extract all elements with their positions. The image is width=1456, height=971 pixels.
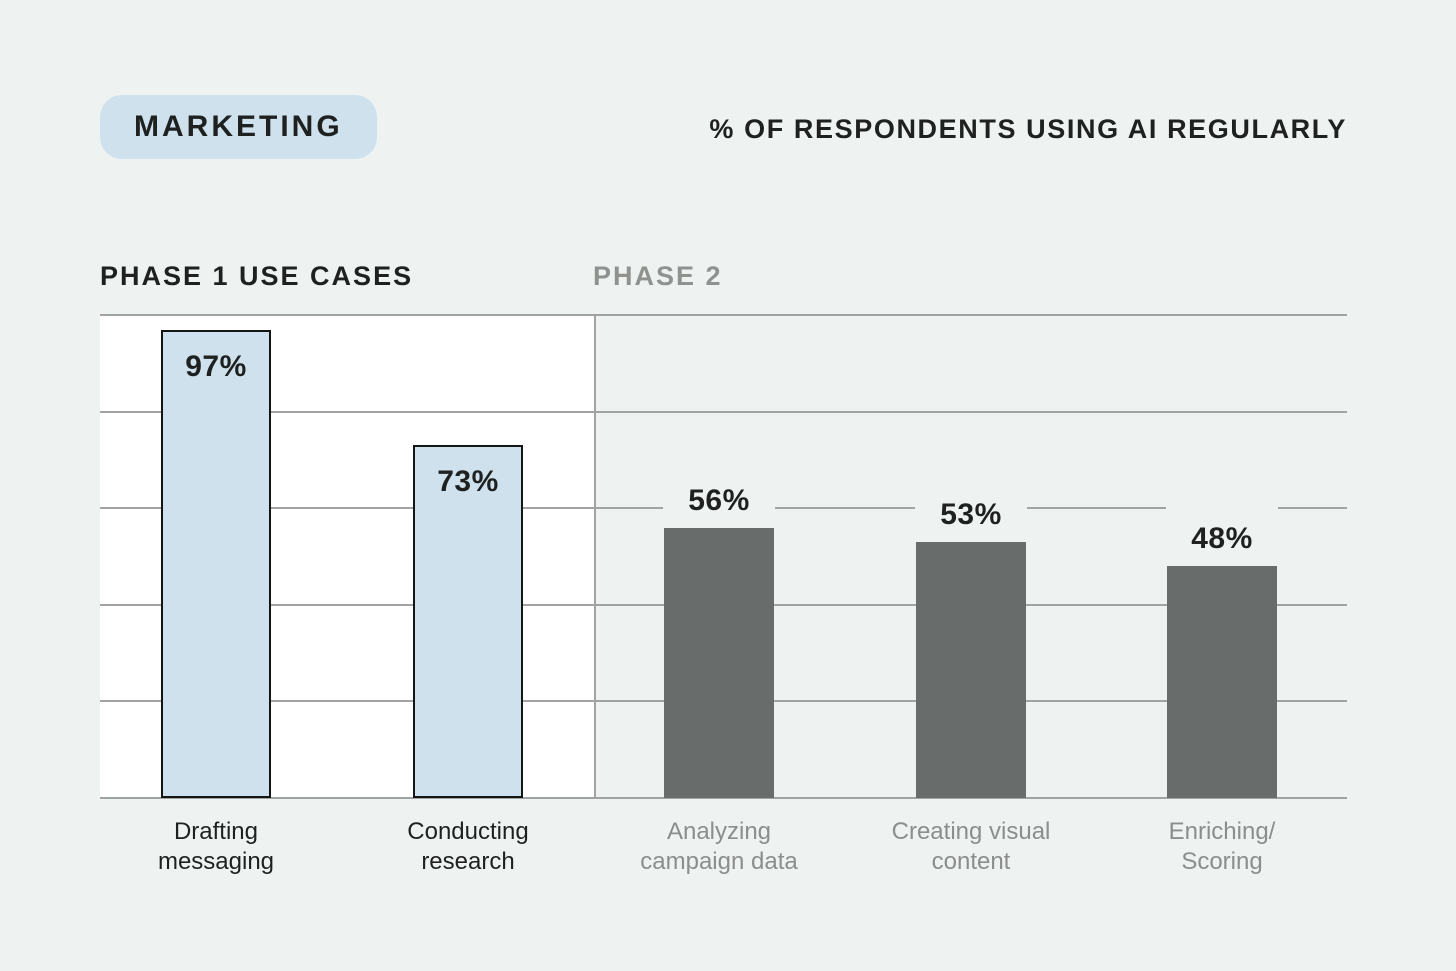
category-badge-label: MARKETING [134, 110, 343, 143]
category-label-drafting-messaging: Drafting messaging [86, 817, 346, 877]
bar-analyzing-campaign-data [664, 527, 774, 798]
category-label-line: Enriching/ [1168, 818, 1276, 845]
category-label-line: Conducting [407, 818, 529, 845]
bar-creating-visual-content [916, 542, 1026, 798]
gridline-100 [100, 314, 1347, 316]
bar-enriching-scoring [1167, 566, 1277, 798]
bar-value-creating-visual-content: 53% [915, 480, 1027, 543]
category-label-enriching-scoring: Enriching/Scoring [1092, 817, 1352, 877]
bar-value-drafting-messaging: 97% [185, 349, 247, 383]
category-label-creating-visual-content: Creating visual content [841, 817, 1101, 877]
bar-value-conducting-research: 73% [437, 465, 499, 499]
plot-area: 97% 73% 56% 53% 48% [100, 314, 1347, 799]
category-label-line: Creating visual [891, 818, 1051, 845]
category-label-conducting-research: Conducting research [338, 817, 598, 877]
category-label-line: Scoring [1181, 848, 1263, 875]
category-label-line: Analyzing [666, 818, 772, 845]
bar-drafting-messaging: 97% [161, 329, 271, 798]
category-label-line: research [421, 848, 515, 875]
category-label-line: campaign data [640, 848, 798, 875]
category-label-line: messaging [157, 848, 275, 875]
bar-conducting-research: 73% [413, 445, 523, 798]
gridline-0 [100, 797, 1347, 799]
category-badge: MARKETING [100, 95, 377, 159]
category-label-analyzing-campaign-data: Analyzing campaign data [589, 817, 849, 877]
chart-units-label: % OF RESPONDENTS USING AI REGULARLY [709, 114, 1347, 144]
bar-value-analyzing-campaign-data: 56% [663, 465, 775, 528]
category-label-line: content [931, 848, 1011, 875]
gridline-80 [100, 410, 1347, 413]
category-label-line: Drafting [173, 818, 259, 845]
bar-value-enriching-scoring: 48% [1166, 504, 1278, 567]
phase1-heading: PHASE 1 USE CASES [100, 261, 414, 291]
phase2-heading: PHASE 2 [593, 261, 723, 291]
phase-divider-line [594, 315, 596, 798]
